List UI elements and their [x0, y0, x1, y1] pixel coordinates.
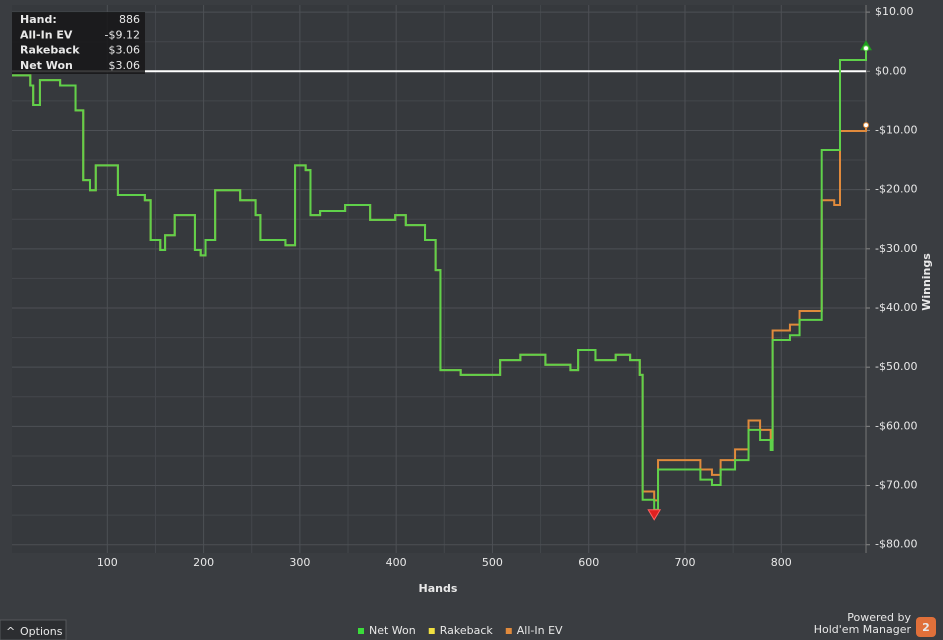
tooltip-value: -$9.12 — [105, 28, 140, 41]
end-point — [863, 122, 869, 129]
tooltip-key: Rakeback — [20, 44, 80, 57]
y-tick-label: $10.00 — [875, 5, 914, 18]
tooltip-key: Net Won — [20, 59, 73, 72]
y-tick-label: -$60.00 — [875, 419, 917, 432]
x-tick-label: 500 — [482, 556, 503, 569]
x-tick-label: 400 — [386, 556, 407, 569]
plot-area — [12, 5, 866, 553]
x-tick-label: 200 — [193, 556, 214, 569]
end-point — [863, 45, 869, 52]
tooltip-value: $3.06 — [109, 59, 141, 72]
x-axis-title: Hands — [419, 582, 458, 595]
legend-swatch — [428, 628, 435, 634]
y-tick-label: -$40.00 — [875, 301, 917, 314]
y-tick-label: -$30.00 — [875, 242, 917, 255]
options-button[interactable] — [0, 619, 67, 640]
tooltip-key: All-In EV — [20, 28, 73, 41]
x-tick-label: 100 — [97, 556, 118, 569]
legend-label: All-In EV — [517, 624, 563, 637]
tooltip-box — [12, 12, 145, 74]
logo — [916, 617, 936, 637]
legend-label: Rakeback — [440, 624, 494, 637]
y-tick-label: -$20.00 — [875, 183, 917, 196]
tooltip-key: Hand: — [20, 13, 57, 26]
legend-swatch — [358, 628, 364, 634]
logo-text: 2 — [922, 621, 930, 634]
x-tick-label: 300 — [289, 556, 310, 569]
tooltip-value: 886 — [119, 13, 140, 26]
tooltip-value: $3.06 — [109, 44, 141, 57]
min-marker — [647, 509, 662, 521]
y-tick-label: -$70.00 — [875, 479, 917, 492]
brand: Hold'em Manager — [814, 623, 912, 636]
powered-by: Powered by — [847, 611, 911, 624]
y-axis-title: Winnings — [920, 253, 933, 311]
y-tick-label: -$80.00 — [875, 538, 917, 551]
x-tick-label: 600 — [578, 556, 599, 569]
y-tick-label: -$50.00 — [875, 360, 917, 373]
legend-swatch — [505, 628, 512, 634]
y-tick-label: $0.00 — [875, 64, 907, 77]
series-line — [12, 48, 867, 511]
x-tick-label: 700 — [674, 556, 695, 569]
options-caret: ^ — [6, 625, 15, 638]
legend-label: Net Won — [369, 624, 416, 637]
y-tick-label: -$10.00 — [875, 123, 917, 136]
options-label[interactable]: Options — [20, 625, 63, 638]
x-tick-label: 800 — [771, 556, 792, 569]
